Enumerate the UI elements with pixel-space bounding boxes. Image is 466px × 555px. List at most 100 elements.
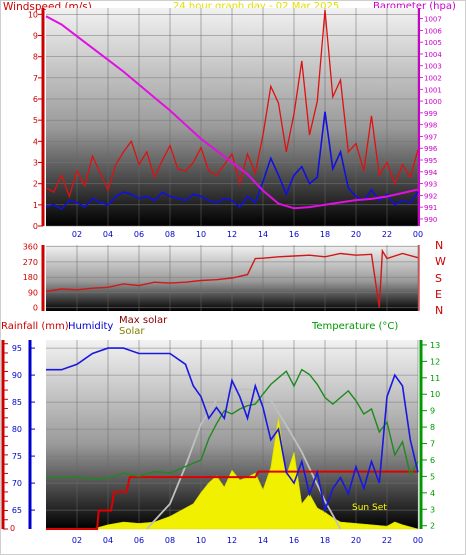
- y-tick-label-temperature: 3: [430, 505, 435, 514]
- series-gust: [45, 111, 419, 211]
- y-tick-label-right: 1000: [424, 98, 442, 106]
- x-tick-label: 02: [72, 536, 82, 545]
- y-tick-label-humidity: 75: [12, 452, 22, 461]
- x-tick-label: 16: [289, 230, 299, 239]
- y-tick-label-right: 1002: [424, 75, 442, 83]
- x-tick-label: 04: [103, 536, 113, 545]
- x-tick-label: 06: [134, 230, 144, 239]
- y-tick-label-right: 1003: [424, 63, 442, 71]
- humidity-axis-title: Humidity: [68, 321, 114, 332]
- y-tick-label-left: 0: [33, 222, 38, 231]
- y-tick-label-right: 998: [424, 122, 437, 130]
- series-humidity: [46, 347, 419, 514]
- x-tick-label: 00: [413, 536, 423, 545]
- y-tick-label-temperature: 9: [430, 407, 435, 416]
- rain-humidity-temp-solar-chart: 0 65 70 75 80 85 90 95 2 3 4 5 6 7 8 9 10 11 12 13 02 04 06 08 1…: [1, 340, 440, 545]
- y-tick-label-left: 3: [33, 159, 38, 168]
- y-tick-label-right: 990: [424, 216, 437, 224]
- y-tick-label-left: 8: [33, 53, 38, 62]
- y-tick-label-direction: 360: [23, 243, 38, 252]
- y-tick-label-right: 995: [424, 157, 437, 165]
- x-tick-label: 14: [258, 536, 268, 545]
- x-tick-label: 16: [289, 536, 299, 545]
- y-tick-label-direction: 90: [28, 288, 38, 297]
- compass-label-n-top: N: [435, 239, 444, 252]
- x-tick-label: 06: [134, 536, 144, 545]
- y-tick-label-direction: 270: [23, 258, 38, 267]
- y-tick-label-right: 1005: [424, 39, 442, 47]
- series-temperature: [45, 368, 419, 481]
- y-tick-label-right: 996: [424, 145, 438, 153]
- y-tick-label-temperature: 2: [430, 522, 435, 531]
- y-tick-label-humidity: 90: [12, 371, 22, 380]
- y-tick-label-left: 1: [33, 201, 38, 210]
- series-solar: [92, 417, 419, 530]
- y-tick-label-temperature: 10: [430, 390, 440, 399]
- compass-label-n-bottom: N: [435, 304, 444, 317]
- y-tick-label-right: 1001: [424, 86, 442, 94]
- y-tick-label-temperature: 13: [430, 341, 440, 350]
- compass-label-w: W: [435, 255, 446, 268]
- y-tick-label-left: 5: [33, 116, 38, 125]
- y-tick-label-rain: 0: [10, 524, 15, 533]
- y-tick-label-left: 7: [33, 74, 38, 83]
- y-tick-label-temperature: 12: [430, 357, 440, 366]
- y-tick-label-direction: 0: [33, 304, 38, 313]
- y-tick-label-humidity: 70: [12, 479, 22, 488]
- rainfall-axis-title: Rainfall (mm): [1, 321, 69, 332]
- y-tick-label-right: 1007: [424, 16, 442, 24]
- x-tick-label: 22: [382, 230, 392, 239]
- y-tick-label-right: 999: [424, 110, 437, 118]
- solar-legend: Solar: [119, 326, 145, 337]
- compass-label-e: E: [435, 288, 442, 301]
- series-wind-direction: [45, 248, 419, 308]
- y-tick-label-right: 1004: [424, 51, 442, 59]
- y-tick-label-temperature: 7: [430, 440, 435, 449]
- x-tick-label: 18: [320, 536, 330, 545]
- x-tick-label: 18: [320, 230, 330, 239]
- chart-title: 24 hour graph day - 02 Mar 2025: [173, 1, 340, 12]
- x-tick-label: 10: [196, 536, 206, 545]
- y-tick-label-temperature: 5: [430, 472, 435, 481]
- y-tick-label-temperature: 11: [430, 374, 440, 383]
- x-tick-label: 02: [72, 230, 82, 239]
- y-tick-label-right: 993: [424, 181, 437, 189]
- y-tick-label-left: 10: [28, 10, 38, 19]
- y-tick-label-left: 9: [33, 32, 38, 41]
- x-tick-label: 20: [351, 536, 361, 545]
- y-tick-label-humidity: 80: [12, 425, 22, 434]
- y-tick-label-temperature: 6: [430, 456, 435, 465]
- y-tick-label-left: 4: [33, 137, 38, 146]
- y-tick-label-humidity: 65: [12, 506, 22, 515]
- x-tick-label: 20: [351, 230, 361, 239]
- y-tick-label-right: 991: [424, 204, 437, 212]
- compass-label-s: S: [435, 272, 442, 285]
- y-tick-label-right: 992: [424, 192, 437, 200]
- x-tick-label: 04: [103, 230, 113, 239]
- y-tick-label-left: 6: [33, 95, 38, 104]
- x-tick-label: 12: [227, 230, 237, 239]
- series-windspeed: [45, 10, 419, 199]
- y-tick-label-temperature: 4: [430, 489, 435, 498]
- wind-direction-chart: 0 90 180 270 360: [23, 243, 420, 313]
- y-tick-label-left: 2: [33, 180, 38, 189]
- barometer-axis-title: Barometer (hpa): [373, 1, 456, 12]
- y-tick-label-right: 997: [424, 133, 437, 141]
- sun-set-label: Sun Set: [352, 503, 387, 513]
- y-tick-label-humidity: 95: [12, 344, 22, 353]
- x-tick-label: 08: [165, 230, 175, 239]
- y-tick-label-right: 994: [424, 169, 438, 177]
- y-tick-label-direction: 180: [23, 273, 38, 282]
- x-tick-label: 10: [196, 230, 206, 239]
- y-tick-label-temperature: 8: [430, 423, 435, 432]
- x-tick-label: 08: [165, 536, 175, 545]
- temperature-axis-title: Temperature (°C): [312, 321, 399, 332]
- series-rainfall: [46, 470, 418, 530]
- wind-barometer-chart: 0123456789109909919929939949959969979989…: [28, 8, 442, 239]
- max-solar-legend: Max solar: [119, 315, 168, 326]
- y-tick-label-humidity: 85: [12, 398, 22, 407]
- x-tick-label: 00: [413, 230, 423, 239]
- y-tick-label-right: 1006: [424, 27, 442, 35]
- x-tick-label: 22: [382, 536, 392, 545]
